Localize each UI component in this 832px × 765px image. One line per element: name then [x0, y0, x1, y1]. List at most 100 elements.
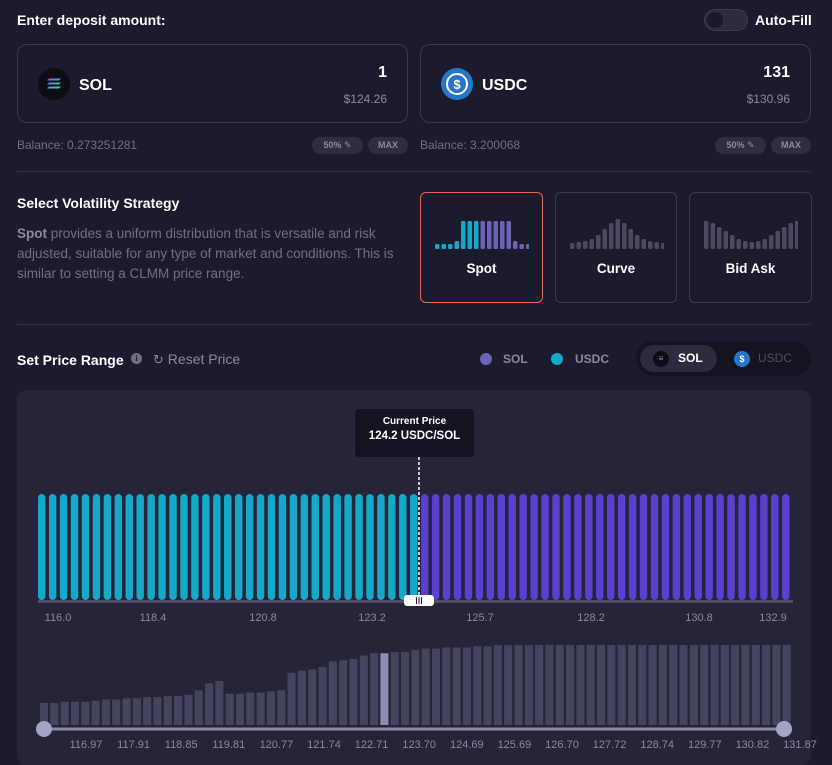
- usdc-token-name: USDC: [482, 77, 528, 94]
- strategy-curve-card[interactable]: Curve: [555, 192, 677, 303]
- icon-bar: [513, 241, 518, 249]
- x-tick-label: 125.7: [466, 612, 494, 624]
- liquidity-bin: [738, 494, 746, 600]
- usdc-max-button[interactable]: MAX: [771, 137, 811, 154]
- range-bin: [483, 646, 492, 725]
- range-tick-label: 131.87: [783, 739, 817, 751]
- range-bin: [81, 701, 90, 725]
- sol-amount-card[interactable]: SOL 1 $124.26: [17, 44, 408, 123]
- range-bin: [60, 701, 69, 725]
- liquidity-bin: [749, 494, 757, 600]
- liquidity-bin: [311, 494, 319, 600]
- strategy-bidask-label: Bid Ask: [725, 261, 776, 276]
- icon-bar: [493, 221, 498, 249]
- range-tick-label: 118.85: [164, 739, 198, 751]
- range-bin: [205, 683, 214, 725]
- range-tick-label: 120.77: [259, 739, 294, 751]
- range-bin: [235, 693, 245, 725]
- sol-max-button[interactable]: MAX: [368, 137, 408, 154]
- liquidity-bin: [70, 494, 79, 600]
- range-bin: [504, 645, 513, 725]
- info-icon[interactable]: i: [131, 353, 142, 364]
- range-bin: [679, 645, 688, 725]
- pencil-icon: ✎: [343, 140, 352, 150]
- range-bin: [586, 645, 595, 725]
- icon-bar: [615, 219, 620, 249]
- range-bin: [411, 649, 420, 725]
- range-tick-label: 124.69: [449, 739, 484, 751]
- liquidity-bin: [48, 494, 57, 600]
- current-price-tooltip: Current Price 124.2 USDC/SOL: [355, 409, 474, 457]
- range-bin: [246, 692, 255, 725]
- range-bin: [40, 703, 49, 725]
- liquidity-bin: [727, 494, 735, 600]
- denom-sol-label: SOL: [678, 351, 703, 365]
- liquidity-bin: [234, 494, 243, 600]
- liquidity-bin: [552, 494, 560, 600]
- denom-usdc-button[interactable]: $ USDC: [721, 345, 806, 372]
- range-bin: [669, 645, 678, 725]
- icon-bar: [441, 244, 446, 249]
- sol-amount-input[interactable]: 1: [378, 64, 387, 81]
- liquidity-bin: [410, 494, 418, 600]
- liquidity-bin: [617, 494, 626, 600]
- range-bin: [359, 655, 368, 725]
- range-bin: [566, 645, 575, 725]
- liquidity-bin: [628, 494, 637, 600]
- liquidity-bin: [92, 494, 101, 600]
- range-bin: [514, 645, 523, 725]
- liquidity-bin: [213, 494, 221, 600]
- icon-bar: [609, 223, 614, 249]
- section-divider: [17, 324, 811, 325]
- range-bin: [762, 645, 771, 725]
- liquidity-bin: [683, 494, 692, 600]
- range-bin: [555, 645, 564, 725]
- icon-bar: [435, 244, 440, 249]
- icon-bar: [762, 239, 767, 249]
- range-bin: [153, 697, 162, 725]
- spot-distribution-icon: [435, 221, 529, 249]
- liquidity-bin: [256, 494, 265, 600]
- range-bin: [287, 672, 296, 725]
- x-tick-label: 128.2: [577, 612, 605, 624]
- range-bin: [535, 645, 544, 725]
- liquidity-bin: [464, 494, 473, 600]
- range-bin: [143, 697, 152, 725]
- icon-bar: [487, 221, 492, 249]
- liquidity-bin: [771, 494, 779, 600]
- icon-bar: [775, 231, 780, 249]
- liquidity-bin: [377, 494, 385, 600]
- sol-half-button[interactable]: 50% ✎: [312, 137, 363, 154]
- icon-bar: [519, 244, 524, 249]
- liquidity-bin: [639, 494, 648, 600]
- liquidity-bin: [388, 494, 396, 600]
- range-overview-chart[interactable]: [17, 645, 811, 740]
- usdc-usd-value: $130.96: [746, 92, 790, 106]
- strategy-spot-label: Spot: [466, 261, 497, 276]
- autofill-label: Auto-Fill: [755, 12, 812, 28]
- liquidity-bin: [486, 494, 495, 600]
- liquidity-bin: [333, 494, 341, 600]
- range-tick-label: 123.70: [402, 739, 437, 751]
- autofill-toggle[interactable]: [704, 9, 748, 31]
- strategy-spot-card[interactable]: Spot: [420, 192, 543, 303]
- usdc-amount-input[interactable]: 131: [763, 64, 790, 81]
- liquidity-bins-chart[interactable]: [17, 455, 811, 630]
- range-bin: [462, 647, 471, 725]
- range-tick-label: 122.71: [354, 739, 389, 751]
- denom-sol-button[interactable]: ≡ SOL: [640, 345, 717, 372]
- range-bin: [370, 653, 379, 725]
- range-bin: [607, 645, 616, 725]
- reset-price-button[interactable]: ↻ Reset Price: [153, 351, 240, 368]
- strategy-bidask-card[interactable]: Bid Ask: [689, 192, 812, 303]
- icon-bar: [448, 244, 453, 249]
- range-bin: [627, 645, 637, 725]
- icon-bar: [467, 221, 472, 249]
- liquidity-bin: [650, 494, 659, 600]
- range-tick-label: 125.69: [497, 739, 532, 751]
- x-tick-label: 123.2: [358, 612, 386, 624]
- usdc-amount-card[interactable]: $ USDC 131 $130.96: [420, 44, 811, 123]
- strategy-title: Select Volatility Strategy: [17, 195, 180, 211]
- liquidity-bin: [563, 494, 571, 600]
- usdc-half-button[interactable]: 50% ✎: [715, 137, 766, 154]
